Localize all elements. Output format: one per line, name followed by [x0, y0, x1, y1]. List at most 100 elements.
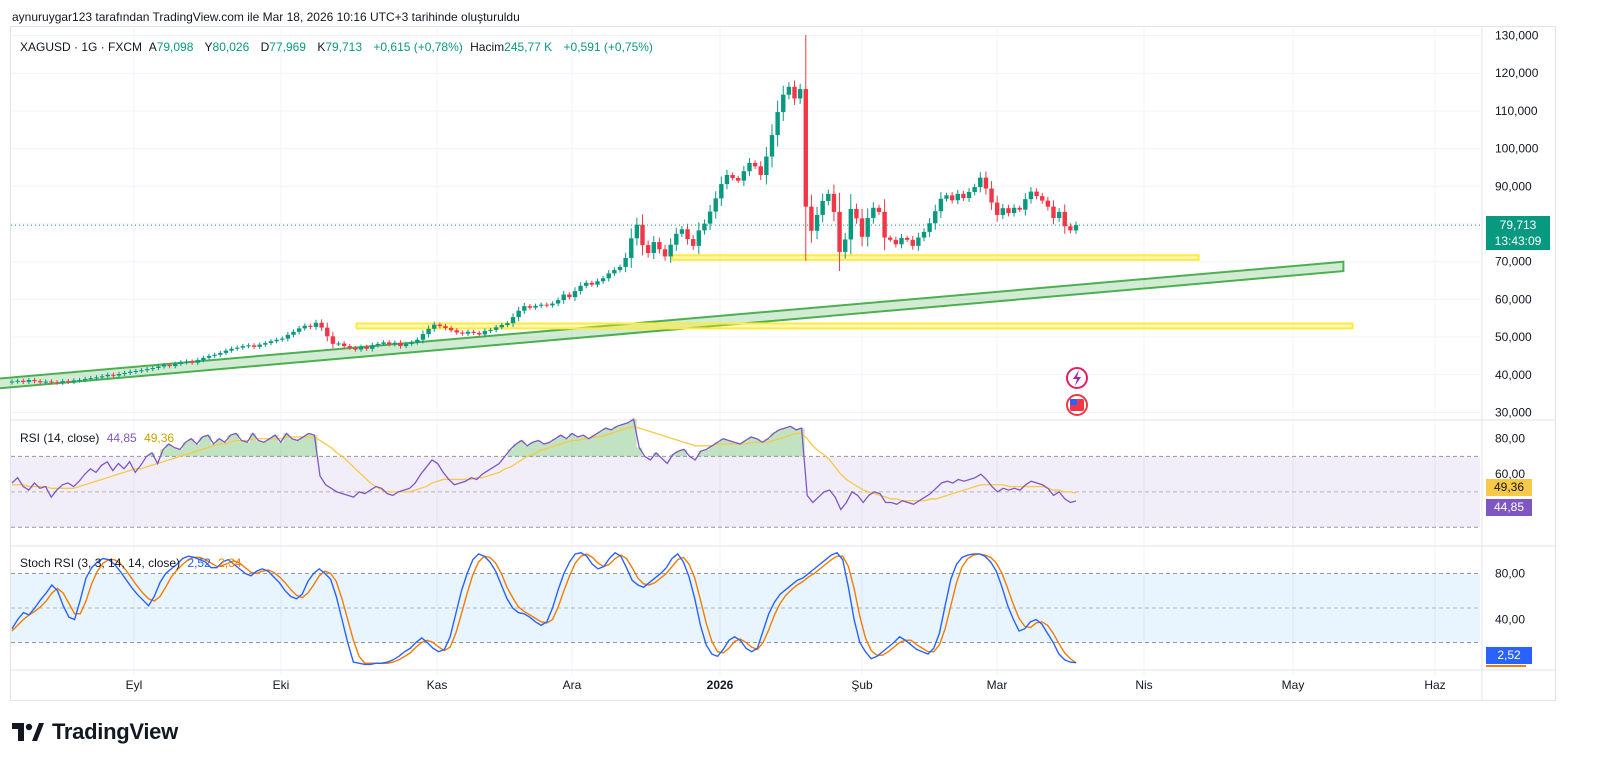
candle-72 — [415, 337, 420, 345]
candle-body — [291, 331, 296, 335]
tradingview-logo[interactable]: TradingView — [12, 719, 178, 745]
candle-body — [899, 237, 904, 245]
candle-body — [499, 325, 504, 328]
candle-body — [921, 231, 927, 238]
candle-125 — [713, 191, 718, 219]
candle-5 — [37, 379, 43, 385]
symbol-label[interactable]: XAGUSD · 1G · FXCM — [20, 40, 143, 54]
candle-body — [842, 239, 848, 252]
candle-body — [949, 195, 955, 201]
candle-140 — [797, 83, 803, 104]
candle-body — [246, 345, 251, 347]
candle-body — [1062, 211, 1067, 227]
candle-body — [71, 380, 77, 382]
candle-body — [730, 175, 735, 179]
stoch-d-line — [11, 553, 1077, 664]
candle-127 — [724, 169, 730, 190]
rsi-tag: 44,85 — [1486, 499, 1532, 516]
candle-body — [341, 343, 347, 347]
candle-body — [668, 244, 673, 257]
candle-body — [674, 233, 679, 245]
candle-body — [882, 211, 887, 238]
candle-body — [268, 341, 274, 344]
candle-61 — [353, 345, 358, 352]
candle-body — [589, 282, 595, 285]
candle-body — [1045, 200, 1051, 207]
candle-63 — [364, 344, 369, 351]
candle-body — [370, 345, 375, 349]
candle-body — [584, 282, 589, 286]
candle-body — [634, 224, 640, 239]
candle-body — [432, 324, 437, 329]
candle-body — [888, 237, 893, 240]
candle-body — [156, 366, 161, 368]
candle-body — [420, 334, 426, 340]
candle-body — [218, 352, 223, 355]
high-label: Y — [204, 40, 213, 54]
candle-4 — [32, 377, 37, 384]
rsi-ma-tag: 49,36 — [1486, 479, 1532, 496]
candle-body — [893, 239, 899, 245]
candle-body — [1028, 191, 1034, 200]
candle-161 — [916, 232, 921, 251]
rsi-value: 44,85 — [106, 431, 137, 445]
candle-body — [139, 370, 144, 372]
candle-17 — [105, 372, 110, 379]
candle-166 — [944, 192, 949, 202]
candle-body — [550, 303, 555, 306]
candle-146 — [831, 184, 837, 222]
candle-36 — [212, 352, 217, 359]
stoch-axis-label-0: 80,00 — [1495, 566, 1525, 580]
candle-body — [364, 346, 369, 349]
candle-77 — [443, 323, 448, 331]
rsi-label[interactable]: RSI (14, close) — [20, 431, 100, 445]
volume-change-value: +0,591 (+0,75%) — [563, 40, 653, 54]
support-zone-upper — [671, 254, 1200, 261]
candle-189 — [1073, 221, 1079, 234]
candle-169 — [961, 190, 966, 201]
price-axis-label-3: 60,000 — [1495, 292, 1532, 306]
candle-164 — [933, 204, 938, 230]
candle-46 — [268, 339, 274, 346]
candle-90 — [516, 306, 521, 322]
candle-66 — [381, 340, 386, 347]
candle-body — [454, 330, 459, 333]
candle-body — [409, 342, 414, 344]
candle-body — [477, 332, 482, 335]
candle-body — [426, 328, 431, 335]
stoch-axis-label-1: 40,00 — [1495, 613, 1525, 627]
candle-body — [274, 339, 279, 342]
candle-body — [685, 229, 690, 240]
candle-body — [263, 343, 268, 345]
candle-25 — [150, 365, 155, 372]
candle-body — [522, 306, 527, 311]
candle-131 — [747, 158, 752, 177]
stoch-label[interactable]: Stoch RSI (3, 3, 14, 14, close) — [20, 556, 181, 570]
stoch-k-value: 2,52 — [187, 556, 211, 570]
candle-body — [696, 230, 702, 246]
candle-body — [358, 346, 364, 350]
candle-body — [144, 369, 150, 371]
candle-body — [803, 89, 808, 207]
trend-channel — [0, 260, 1345, 390]
candle-153 — [871, 202, 876, 224]
candle-96 — [550, 301, 555, 308]
candle-body — [296, 328, 302, 332]
candle-body — [572, 291, 578, 298]
candle-body — [978, 177, 983, 188]
candle-120 — [685, 223, 690, 245]
candle-118 — [674, 227, 679, 251]
candle-body — [330, 336, 336, 344]
candle-75 — [432, 321, 437, 332]
candle-body — [629, 238, 634, 258]
candle-body — [944, 195, 949, 199]
candle-86 — [493, 324, 499, 333]
candle-body — [308, 325, 313, 327]
candle-30 — [178, 360, 184, 366]
candle-158 — [899, 233, 904, 249]
candle-172 — [978, 172, 983, 193]
candle-81 — [465, 329, 471, 336]
candle-body — [578, 285, 583, 292]
candle-103 — [589, 280, 595, 287]
